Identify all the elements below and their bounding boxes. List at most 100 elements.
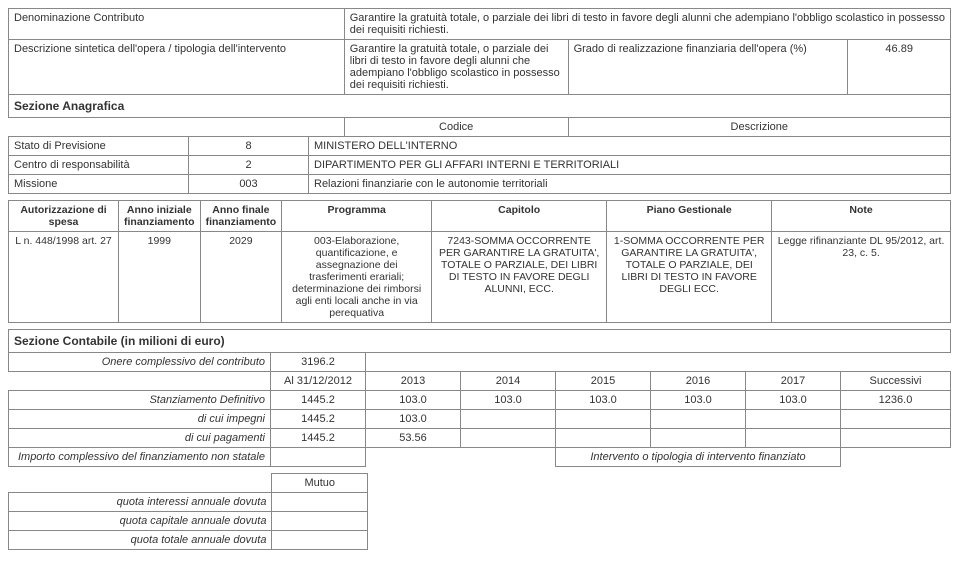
row-label: quota totale annuale dovuta — [9, 531, 272, 550]
year-header-row: Al 31/12/2012 2013 2014 2015 2016 2017 S… — [9, 372, 951, 391]
table-row: Missione003Relazioni finanziarie con le … — [9, 175, 951, 194]
cell: 7243-SOMMA OCCORRENTE PER GARANTIRE LA G… — [432, 232, 607, 323]
grado-value: 46.89 — [848, 40, 951, 95]
col-header: Capitolo — [432, 201, 607, 232]
intervento-label: Intervento o tipologia di intervento fin… — [556, 448, 841, 467]
table-row: Denominazione Contributo Garantire la gr… — [9, 9, 951, 40]
row-label: Stato di Previsione — [9, 137, 189, 156]
denom-value: Garantire la gratuità totale, o parziale… — [344, 9, 950, 40]
col-header: Autorizzazione di spesa — [9, 201, 119, 232]
grado-label: Grado di realizzazione finanziaria dell'… — [568, 40, 848, 95]
table-row: Centro di responsabilità2DIPARTIMENTO PE… — [9, 156, 951, 175]
cell — [651, 429, 746, 448]
row-label: quota capitale annuale dovuta — [9, 512, 272, 531]
row-label: di cui impegni — [9, 410, 271, 429]
cell: 103.0 — [556, 391, 651, 410]
row-codice: 2 — [189, 156, 309, 175]
table-row: quota interessi annuale dovuta — [9, 493, 368, 512]
onere-label: Onere complessivo del contributo — [9, 353, 271, 372]
table-row: di cui pagamenti1445.253.56 — [9, 429, 951, 448]
col-header: Anno finale finanziamento — [200, 201, 282, 232]
descr-value: Garantire la gratuità totale, o parziale… — [344, 40, 568, 95]
cell: 1-SOMMA OCCORRENTE PER GARANTIRE LA GRAT… — [607, 232, 772, 323]
table-row: di cui impegni1445.2103.0 — [9, 410, 951, 429]
mutuo-table: Mutuo quota interessi annuale dovutaquot… — [8, 473, 368, 550]
cell: 1445.2 — [271, 429, 366, 448]
row-codice: 003 — [189, 175, 309, 194]
contabile-title: Sezione Contabile (in milioni di euro) — [9, 330, 951, 353]
cell: 1999 — [119, 232, 201, 323]
cell — [841, 410, 951, 429]
row-label: quota interessi annuale dovuta — [9, 493, 272, 512]
header-row: Autorizzazione di spesa Anno iniziale fi… — [9, 201, 951, 232]
section-row: Sezione Anagrafica — [9, 95, 951, 118]
denom-label: Denominazione Contributo — [9, 9, 345, 40]
row-label: Centro di responsabilità — [9, 156, 189, 175]
cell: 103.0 — [461, 391, 556, 410]
row-label: di cui pagamenti — [9, 429, 271, 448]
cell: Legge rifinanziante DL 95/2012, art. 23,… — [772, 232, 951, 323]
cell — [746, 429, 841, 448]
year-header: 2015 — [556, 372, 651, 391]
row-codice: 8 — [189, 137, 309, 156]
cell: 1236.0 — [841, 391, 951, 410]
onere-value: 3196.2 — [271, 353, 366, 372]
cell: 103.0 — [366, 391, 461, 410]
row-descrizione: MINISTERO DELL'INTERNO — [309, 137, 951, 156]
onere-row: Onere complessivo del contributo 3196.2 — [9, 353, 951, 372]
cell: 103.0 — [366, 410, 461, 429]
col-header: Anno iniziale finanziamento — [119, 201, 201, 232]
table-row: Stato di Previsione8MINISTERO DELL'INTER… — [9, 137, 951, 156]
cell: 1445.2 — [271, 410, 366, 429]
cell: 003-Elaborazione, quantificazione, e ass… — [282, 232, 432, 323]
col-header: Programma — [282, 201, 432, 232]
contabile-title-row: Sezione Contabile (in milioni di euro) — [9, 330, 951, 353]
table-row: quota totale annuale dovuta — [9, 531, 368, 550]
cell — [461, 429, 556, 448]
year-header: Al 31/12/2012 — [271, 372, 366, 391]
table-row: Descrizione sintetica dell'opera / tipol… — [9, 40, 951, 95]
contabile-table: Sezione Contabile (in milioni di euro) O… — [8, 329, 951, 467]
codice-header: Codice — [344, 118, 568, 137]
row-label: Stanziamento Definitivo — [9, 391, 271, 410]
cell — [556, 410, 651, 429]
data-row: L n. 448/1998 art. 27 1999 2029 003-Elab… — [9, 232, 951, 323]
cell: 53.56 — [366, 429, 461, 448]
cell — [651, 410, 746, 429]
anagrafica-grid: Stato di Previsione8MINISTERO DELL'INTER… — [8, 136, 951, 194]
cell: L n. 448/1998 art. 27 — [9, 232, 119, 323]
row-descrizione: Relazioni finanziarie con le autonomie t… — [309, 175, 951, 194]
year-header: 2014 — [461, 372, 556, 391]
autorizzazione-table: Autorizzazione di spesa Anno iniziale fi… — [8, 200, 951, 323]
cell — [841, 429, 951, 448]
year-header: 2013 — [366, 372, 461, 391]
descr-label: Descrizione sintetica dell'opera / tipol… — [9, 40, 345, 95]
table-row: quota capitale annuale dovuta — [9, 512, 368, 531]
row-descrizione: DIPARTIMENTO PER GLI AFFARI INTERNI E TE… — [309, 156, 951, 175]
cell: 103.0 — [746, 391, 841, 410]
importo-row: Importo complessivo del finanziamento no… — [9, 448, 951, 467]
cell — [272, 531, 368, 550]
cell — [461, 410, 556, 429]
table-row: Stanziamento Definitivo1445.2103.0103.01… — [9, 391, 951, 410]
cell: 1445.2 — [271, 391, 366, 410]
cell — [272, 493, 368, 512]
cell — [746, 410, 841, 429]
descrizione-header: Descrizione — [568, 118, 950, 137]
year-header: 2017 — [746, 372, 841, 391]
grid-header-row: Codice Descrizione — [9, 118, 951, 137]
cell — [556, 429, 651, 448]
mutuo-header: Mutuo — [272, 474, 368, 493]
cell: 2029 — [200, 232, 282, 323]
cell — [272, 512, 368, 531]
col-header: Note — [772, 201, 951, 232]
mutuo-header-row: Mutuo — [9, 474, 368, 493]
cell: 103.0 — [651, 391, 746, 410]
year-header: Successivi — [841, 372, 951, 391]
col-header: Piano Gestionale — [607, 201, 772, 232]
top-info-table: Denominazione Contributo Garantire la gr… — [8, 8, 951, 137]
sezione-anagrafica-title: Sezione Anagrafica — [9, 95, 951, 118]
row-label: Missione — [9, 175, 189, 194]
year-header: 2016 — [651, 372, 746, 391]
importo-label: Importo complessivo del finanziamento no… — [9, 448, 271, 467]
